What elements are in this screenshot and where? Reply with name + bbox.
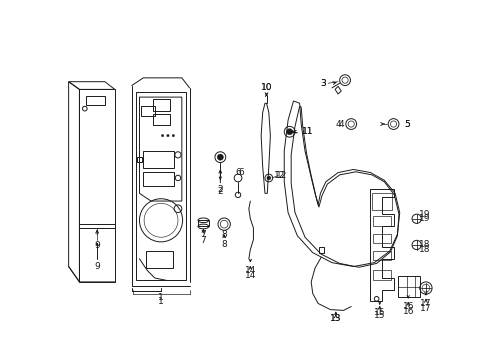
Text: 6: 6 [238, 168, 244, 177]
Text: 16: 16 [402, 302, 414, 311]
Text: 15: 15 [374, 311, 386, 320]
Text: 9: 9 [94, 241, 100, 250]
Bar [143, 172, 174, 186]
Bar [198, 220, 209, 226]
Text: 12: 12 [276, 171, 288, 180]
Text: 7: 7 [200, 230, 206, 239]
Circle shape [287, 129, 293, 135]
Text: 6: 6 [235, 168, 241, 177]
Circle shape [267, 176, 271, 180]
Text: 3: 3 [320, 79, 326, 88]
Text: 13: 13 [330, 314, 342, 323]
Text: 13: 13 [330, 314, 342, 323]
Bar [137, 157, 142, 162]
Bar [153, 114, 171, 125]
Text: 5: 5 [404, 120, 410, 129]
Text: 19: 19 [418, 214, 430, 223]
Circle shape [167, 134, 169, 137]
Text: 12: 12 [274, 171, 285, 180]
Bar [86, 95, 105, 105]
Bar [372, 193, 392, 210]
Text: 9: 9 [94, 262, 100, 271]
Bar [319, 247, 324, 253]
Text: 2: 2 [218, 186, 223, 195]
Circle shape [217, 154, 223, 160]
Text: 14: 14 [245, 271, 256, 280]
Text: 11: 11 [301, 127, 313, 136]
Bar [373, 251, 392, 260]
Circle shape [172, 134, 174, 137]
Text: 16: 16 [402, 307, 414, 316]
Text: 10: 10 [261, 84, 272, 93]
Text: 17: 17 [420, 304, 432, 313]
Text: 2: 2 [218, 185, 223, 194]
Text: 5: 5 [404, 120, 410, 129]
Text: 4: 4 [339, 120, 344, 129]
Bar [146, 251, 172, 268]
Text: 17: 17 [420, 299, 432, 308]
Text: 18: 18 [418, 245, 430, 254]
Bar [143, 151, 174, 168]
Text: 1: 1 [158, 293, 164, 302]
Text: 8: 8 [221, 230, 227, 239]
Text: 15: 15 [374, 308, 386, 317]
Text: 7: 7 [200, 236, 206, 245]
Bar [373, 234, 392, 243]
Bar [373, 216, 392, 226]
Bar [398, 276, 420, 297]
Text: 10: 10 [261, 84, 272, 93]
Text: 11: 11 [301, 127, 313, 136]
Circle shape [161, 134, 164, 137]
Text: 4: 4 [335, 120, 341, 129]
Text: 18: 18 [418, 240, 430, 249]
Text: 8: 8 [221, 240, 227, 249]
Bar [153, 99, 171, 111]
Text: 19: 19 [418, 210, 430, 219]
Bar [373, 270, 392, 280]
Text: 3: 3 [320, 79, 326, 88]
Text: 1: 1 [158, 297, 164, 306]
Bar [141, 106, 155, 116]
Text: 14: 14 [245, 266, 256, 275]
